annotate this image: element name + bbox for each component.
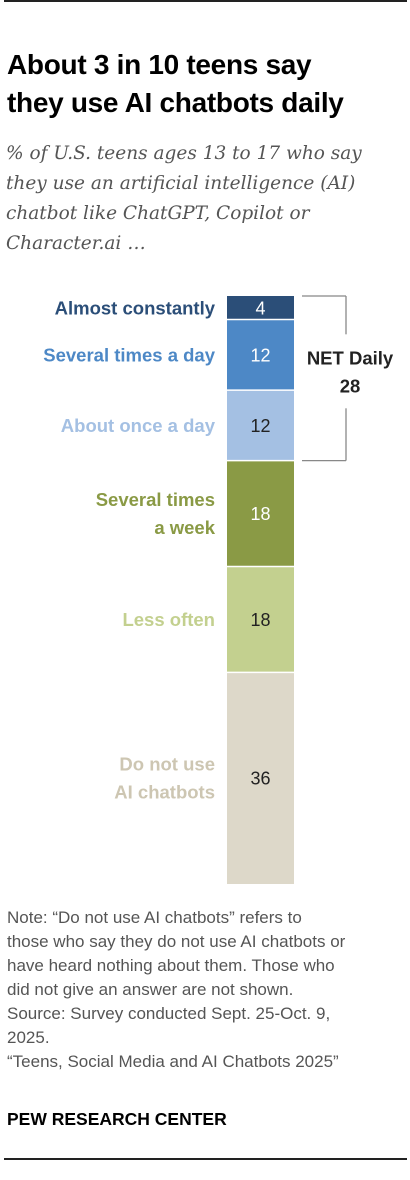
note-line: Note: “Do not use AI chatbots” refers to bbox=[7, 908, 302, 927]
data-label: 4 bbox=[255, 298, 265, 318]
stacked-bar-chart: 4 Almost constantly 12 Several times a day 1… bbox=[43, 295, 394, 884]
note-line: those who say they do not use AI chatbot… bbox=[7, 932, 346, 951]
note-line: have heard nothing about them. Those who bbox=[7, 956, 335, 975]
bar-segment bbox=[227, 296, 294, 320]
bar-segment bbox=[227, 460, 294, 567]
net-daily-annotation: NET Daily bbox=[307, 347, 394, 368]
category-label: About once a day bbox=[61, 415, 216, 436]
subtitle-line: % of U.S. teens ages 13 to 17 who say bbox=[6, 143, 362, 164]
category-label: a week bbox=[154, 517, 215, 538]
chart-title: About 3 in 10 teens say they use AI chat… bbox=[7, 46, 405, 122]
top-rule bbox=[4, 0, 407, 2]
title-line: they use AI chatbots daily bbox=[7, 87, 344, 118]
bar-segment bbox=[227, 566, 294, 673]
category-label: Less often bbox=[122, 609, 215, 630]
report-title-line: “Teens, Social Media and AI Chatbots 202… bbox=[7, 1052, 339, 1071]
brand-logo-text: PEW RESEARCH CENTER bbox=[7, 1109, 227, 1129]
source-line: 2025. bbox=[7, 1028, 50, 1047]
category-label: Do not use bbox=[119, 754, 215, 775]
source-line: Source: Survey conducted Sept. 25-Oct. 9… bbox=[7, 1004, 331, 1023]
category-label: Several times bbox=[96, 489, 215, 510]
data-label: 18 bbox=[250, 504, 270, 524]
data-label: 12 bbox=[250, 416, 270, 436]
bottom-rule bbox=[4, 1158, 407, 1160]
data-label: 12 bbox=[250, 345, 270, 365]
note-line: did not give an answer are not shown. bbox=[7, 980, 294, 999]
title-line: About 3 in 10 teens say bbox=[7, 49, 312, 80]
category-label: AI chatbots bbox=[114, 782, 215, 803]
net-daily-annotation: 28 bbox=[340, 375, 361, 396]
subtitle-line: chatbot like ChatGPT, Copilot or bbox=[6, 203, 310, 224]
bar-segment bbox=[227, 319, 294, 391]
chart-note: Note: “Do not use AI chatbots” refers to… bbox=[7, 906, 405, 1074]
subtitle-line: they use an artificial intelligence (AI) bbox=[6, 173, 356, 194]
category-label: Almost constantly bbox=[55, 297, 216, 318]
data-label: 36 bbox=[250, 769, 270, 789]
chart-subtitle: % of U.S. teens ages 13 to 17 who say th… bbox=[6, 139, 404, 259]
subtitle-line: Character.ai … bbox=[6, 233, 146, 254]
bar-segment bbox=[227, 390, 294, 461]
category-label: Several times a day bbox=[43, 344, 215, 365]
bar-segment bbox=[227, 672, 294, 884]
data-label: 18 bbox=[250, 610, 270, 630]
